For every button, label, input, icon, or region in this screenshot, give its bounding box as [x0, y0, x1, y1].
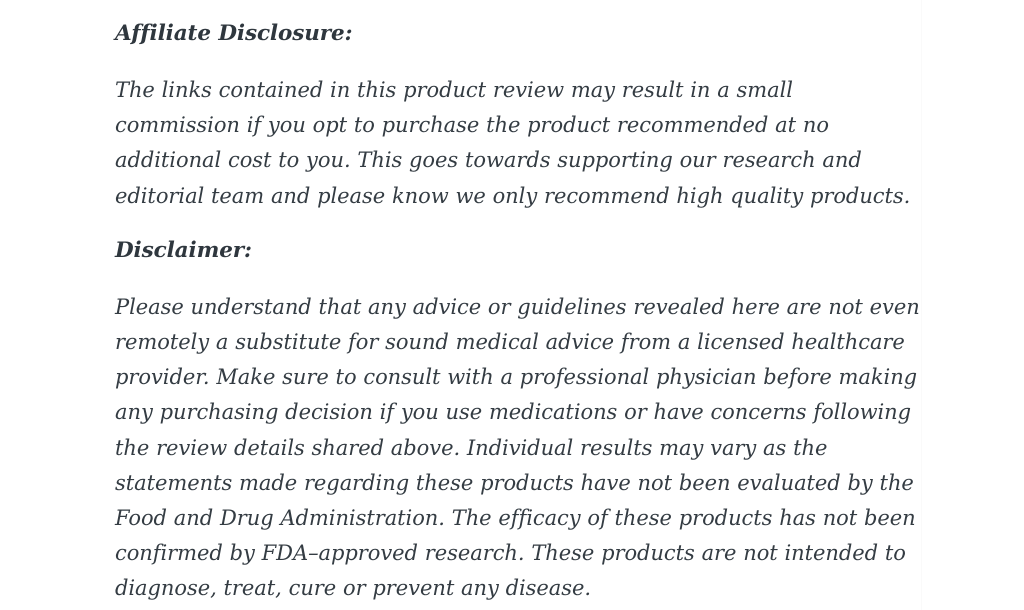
- affiliate-disclosure-body: The links contained in this product revi…: [115, 78, 911, 208]
- spacer: [115, 268, 921, 290]
- content-column-divider: [921, 0, 922, 610]
- disclaimer-article: Affiliate Disclosure: The links containe…: [115, 17, 921, 607]
- disclaimer-heading: Disclaimer:: [115, 237, 252, 263]
- disclaimer-section: Disclaimer: Please understand that any a…: [115, 234, 921, 607]
- affiliate-disclosure-heading: Affiliate Disclosure:: [115, 21, 353, 46]
- affiliate-disclosure-section: Affiliate Disclosure: The links containe…: [115, 17, 921, 214]
- spacer: [115, 214, 921, 234]
- disclaimer-body: Please understand that any advice or gui…: [115, 294, 920, 601]
- spacer: [115, 51, 921, 73]
